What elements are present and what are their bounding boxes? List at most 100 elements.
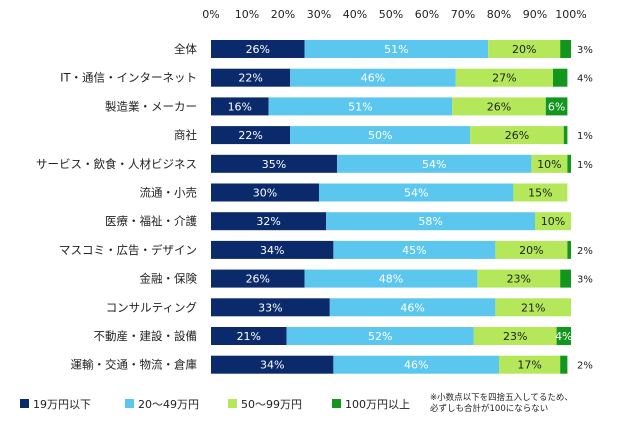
- bar-segment: [499, 355, 561, 374]
- bar-segment: [553, 68, 568, 87]
- data-label: 10%: [537, 158, 561, 171]
- category-label: サービス・飲食・人材ビジネス: [36, 157, 197, 171]
- bar-segment: [290, 68, 456, 87]
- x-tick-label: 50%: [379, 8, 403, 21]
- bar-segment: [211, 40, 305, 58]
- data-label: 48%: [379, 273, 403, 286]
- bar-segment: [211, 154, 337, 173]
- data-label: 26%: [487, 100, 511, 113]
- x-tick-label: 20%: [271, 8, 295, 21]
- bar-segment: [560, 269, 571, 288]
- category-label: 製造業・メーカー: [105, 99, 197, 113]
- bar-segment: [329, 298, 496, 317]
- bars: 26% 51% 20% 3% 22% 46% 27% 4% 16% 51% 26% 6% 22% 50% 2…: [211, 40, 593, 374]
- bar-segment: [211, 240, 334, 259]
- bar-segment: [268, 97, 453, 116]
- bar-segment: [470, 126, 564, 145]
- data-label: 6%: [548, 100, 565, 113]
- bar-segment: [560, 355, 568, 374]
- data-label: 21%: [237, 330, 261, 343]
- x-axis-ticks: 0% 10% 20% 30% 40% 50% 60% 70% 80% 90% 100%: [202, 8, 586, 21]
- data-label: 32%: [256, 215, 280, 228]
- data-label: 58%: [418, 215, 442, 228]
- bar-segment: [333, 240, 496, 259]
- bar-segment: [286, 327, 474, 345]
- bar-segment: [452, 97, 546, 116]
- data-label: 33%: [258, 301, 282, 314]
- data-label: 46%: [404, 359, 428, 372]
- data-label: 51%: [384, 43, 408, 56]
- data-label: 22%: [238, 129, 262, 142]
- data-label: 54%: [422, 158, 446, 171]
- data-label: 45%: [402, 244, 426, 257]
- x-tick-label: 80%: [487, 8, 511, 21]
- x-tick-label: 40%: [343, 8, 367, 21]
- x-tick-label: 100%: [555, 8, 586, 21]
- data-label: 46%: [361, 72, 385, 85]
- bar-segment: [211, 212, 327, 231]
- bar-segment: [495, 298, 571, 317]
- x-tick-label: 0%: [202, 8, 219, 21]
- data-label: 26%: [246, 43, 270, 56]
- x-tick-label: 70%: [451, 8, 475, 21]
- category-label: マスコミ・広告・デザイン: [59, 243, 197, 257]
- data-label: 51%: [348, 100, 372, 113]
- bar-segment: [567, 154, 571, 173]
- bar-segment: [535, 212, 571, 231]
- bar-segment: [545, 97, 568, 116]
- bar-segment: [211, 183, 319, 202]
- legend-swatch: [125, 399, 134, 408]
- bar-segment: [455, 68, 553, 87]
- category-label: 運輸・交通・物流・倉庫: [71, 358, 198, 372]
- legend-swatch: [332, 399, 341, 408]
- data-label: 26%: [246, 273, 270, 286]
- data-label: 34%: [260, 244, 284, 257]
- data-label: 20%: [519, 244, 543, 257]
- data-label: 22%: [238, 72, 262, 85]
- data-label: 34%: [260, 359, 284, 372]
- data-label: 30%: [253, 187, 277, 200]
- bar-segment: [211, 68, 291, 87]
- bar-segment: [488, 40, 561, 58]
- category-label: 流通・小売: [140, 186, 198, 200]
- data-label: 27%: [492, 72, 516, 85]
- data-label: 17%: [517, 359, 541, 372]
- category-label: 全体: [174, 42, 197, 56]
- bar-segment: [319, 183, 514, 202]
- category-label: コンサルティング: [106, 300, 198, 314]
- bar-segment: [211, 355, 334, 374]
- data-label: 35%: [262, 158, 286, 171]
- bar-segment: [326, 212, 535, 231]
- data-label: 21%: [521, 301, 545, 314]
- data-label: 26%: [505, 129, 529, 142]
- category-label: IT・通信・インターネット: [60, 71, 197, 85]
- legend-label: 19万円以下: [33, 398, 91, 411]
- data-label-outside: 4%: [577, 74, 593, 85]
- bar-segment: [556, 327, 571, 345]
- data-label: 15%: [528, 187, 552, 200]
- legend-label: 20～49万円: [138, 398, 199, 411]
- data-label: 10%: [541, 215, 565, 228]
- bar-segment: [304, 40, 489, 58]
- footnote-line: ※小数点以下を四捨五入してるため、: [430, 392, 573, 403]
- bar-segment: [211, 97, 269, 116]
- data-label: 54%: [404, 187, 428, 200]
- legend-swatch: [228, 399, 237, 408]
- bar-segment: [560, 40, 571, 58]
- legend-label: 100万円以上: [345, 398, 410, 411]
- x-tick-label: 90%: [523, 8, 547, 21]
- bar-segment: [211, 298, 330, 317]
- x-tick-label: 10%: [235, 8, 259, 21]
- data-label: 23%: [507, 273, 531, 286]
- data-label: 20%: [512, 43, 536, 56]
- data-label: 50%: [368, 129, 392, 142]
- data-label: 23%: [503, 330, 527, 343]
- category-label: 不動産・建設・設備: [94, 329, 198, 343]
- bar-segment: [290, 126, 471, 145]
- bar-segment: [473, 327, 557, 345]
- data-label-outside: 2%: [577, 361, 593, 372]
- category-labels: 全体 IT・通信・インターネット製造業・メーカー商社サービス・飲食・人材ビジネス流…: [36, 42, 197, 372]
- legend-label: 50～99万円: [241, 398, 302, 411]
- category-label: 金融・保険: [140, 272, 198, 286]
